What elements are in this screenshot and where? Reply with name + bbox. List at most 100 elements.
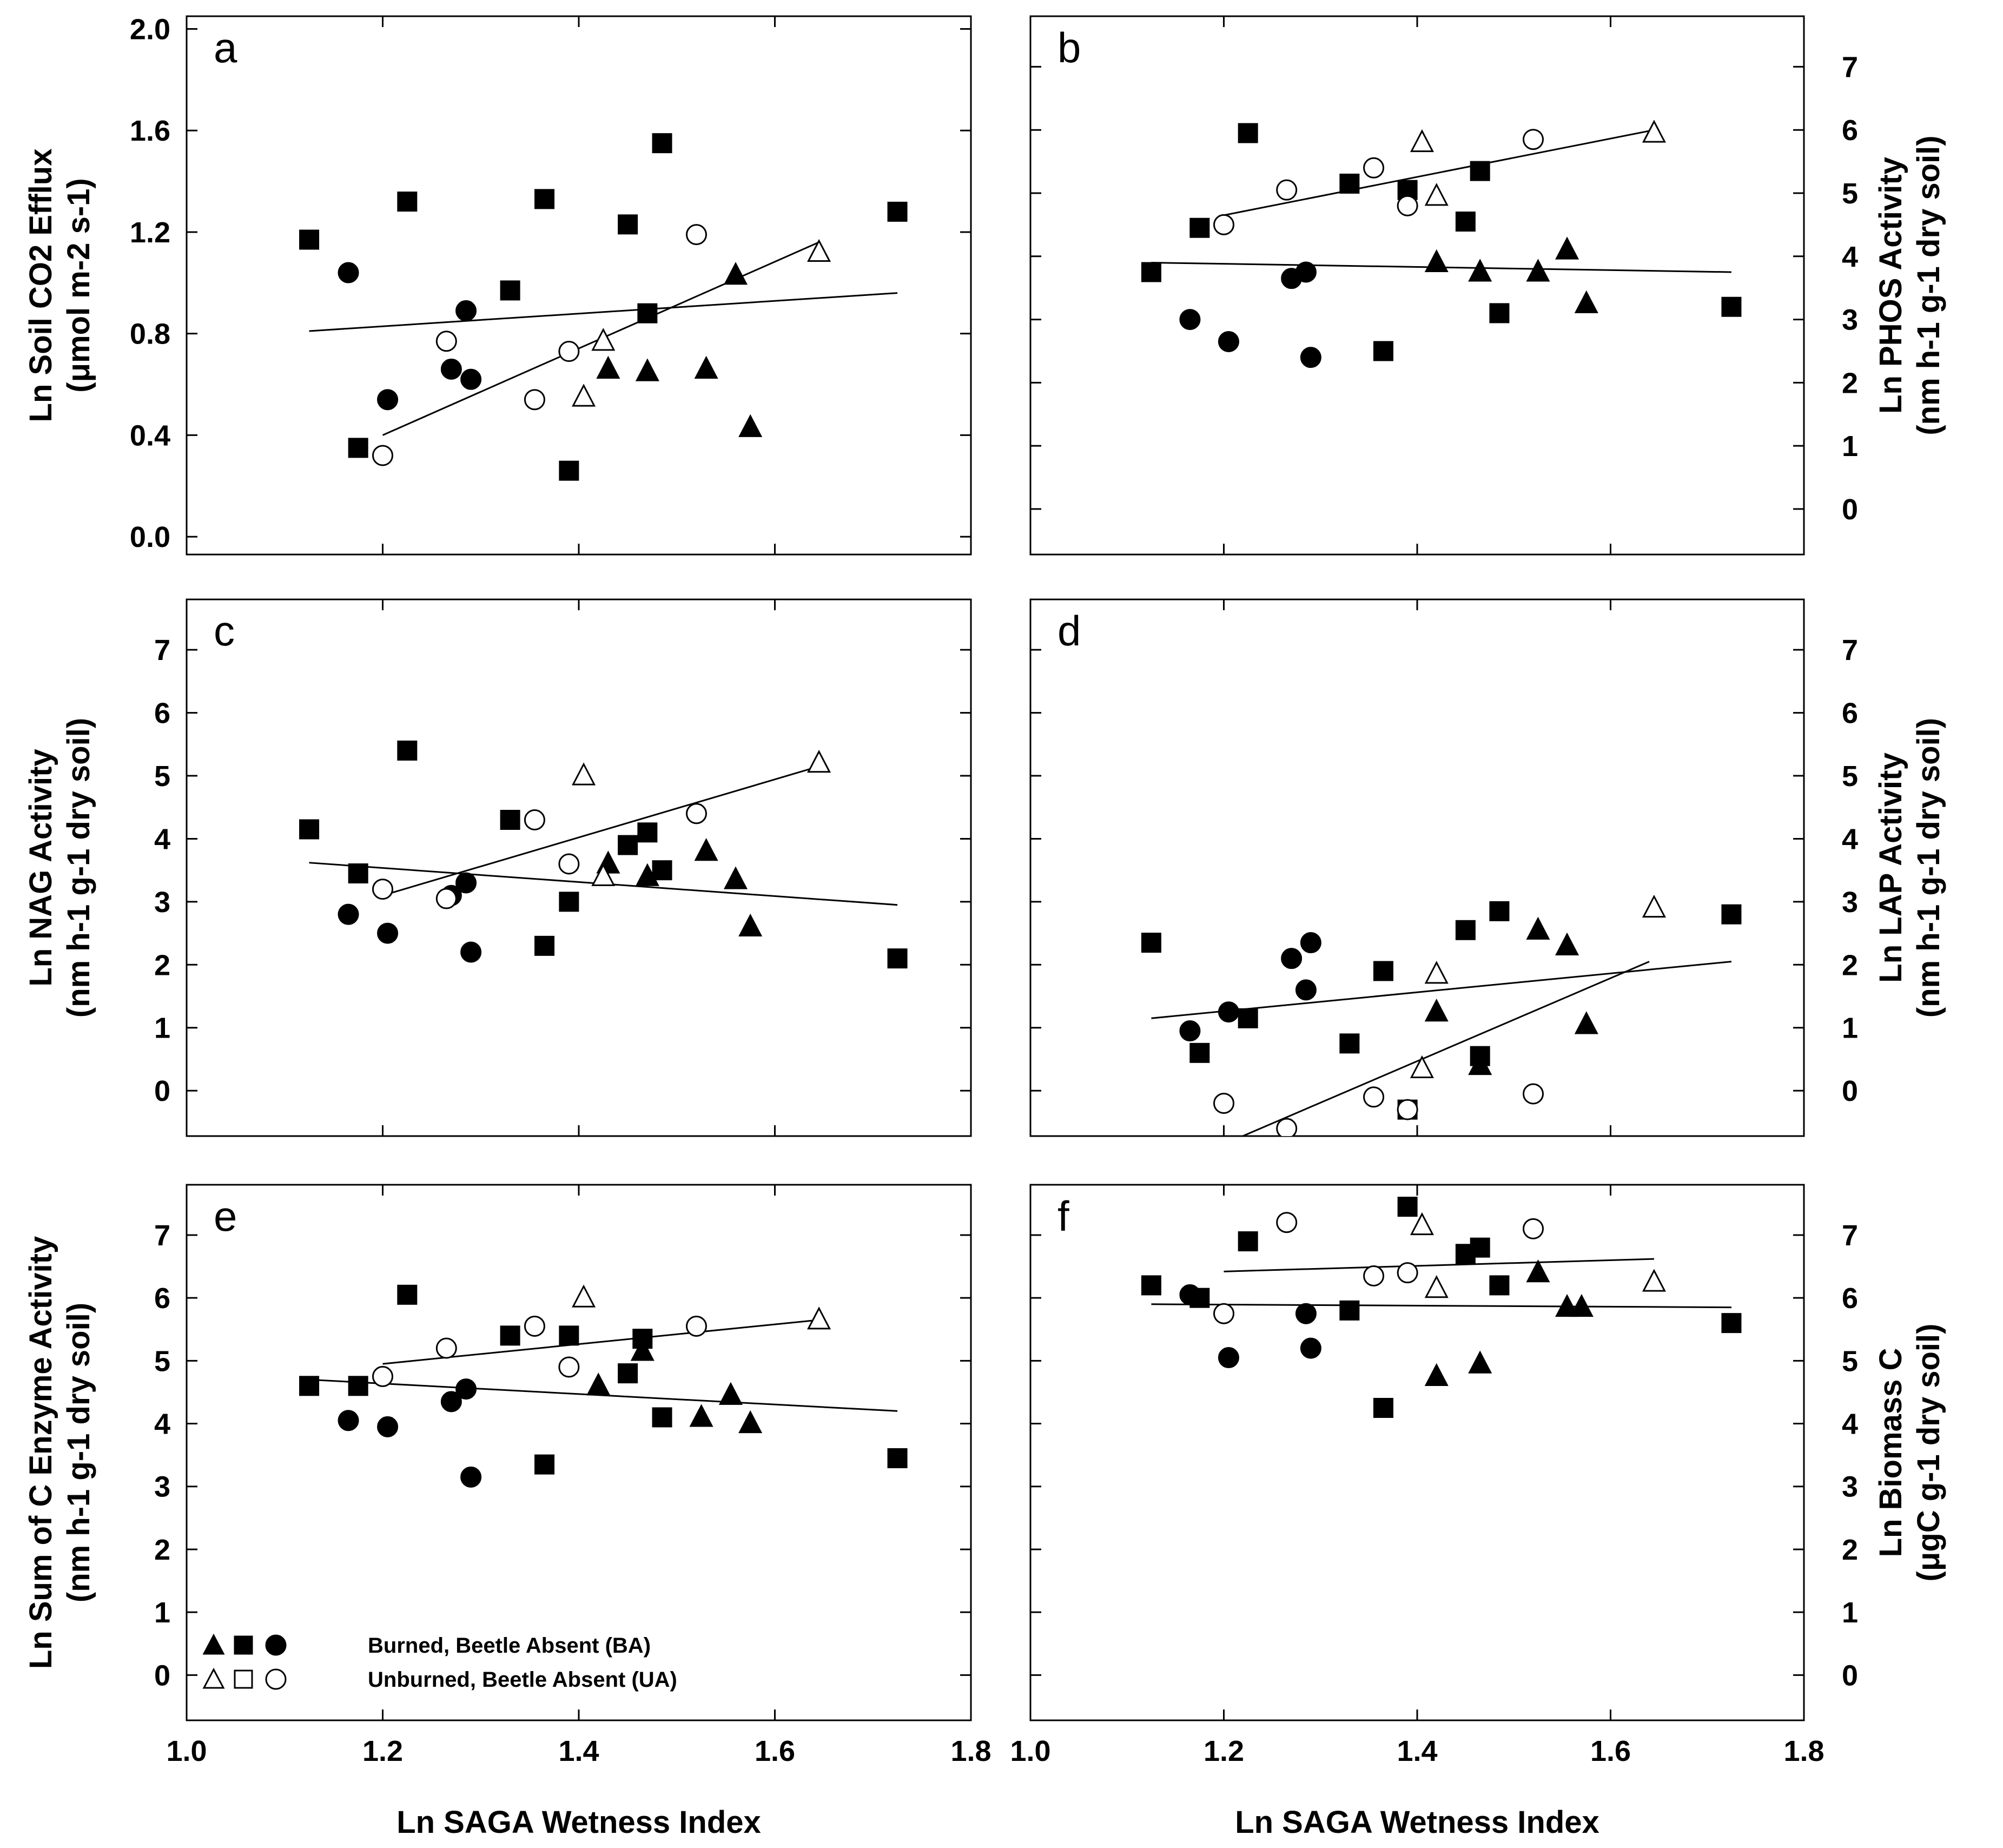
y-tick-label: 3 xyxy=(154,1471,170,1503)
data-point-triangle xyxy=(1424,249,1449,273)
data-point-triangle xyxy=(807,1306,831,1330)
data-point-circle xyxy=(1179,1284,1201,1305)
data-point-square xyxy=(887,948,908,969)
y-tick-label: 2.0 xyxy=(130,13,170,45)
y-tick-label: 6 xyxy=(1842,1282,1858,1315)
data-point-square xyxy=(1470,1237,1490,1258)
y-axis-title-line: Ln Soil CO2 Efflux xyxy=(23,149,58,423)
y-axis-title-line: (μmol m-2 s-1) xyxy=(61,178,96,392)
y-tick-label: 7 xyxy=(1842,51,1858,83)
data-point-square xyxy=(500,1325,520,1346)
data-point-triangle xyxy=(1574,290,1598,313)
data-point-circle xyxy=(1213,214,1234,235)
data-point-square xyxy=(397,1284,418,1305)
data-point-circle xyxy=(686,224,707,246)
data-point-triangle xyxy=(1569,1293,1594,1317)
y-tick-label: 1.6 xyxy=(130,115,170,147)
data-point-square xyxy=(1141,1275,1161,1296)
data-point-circle xyxy=(1523,1083,1544,1105)
data-point-circle xyxy=(377,389,399,411)
data-point-square xyxy=(1373,341,1393,361)
data-point-square xyxy=(299,1376,320,1396)
y-tick-label: 2 xyxy=(1842,949,1858,981)
data-point-circle xyxy=(372,1365,393,1387)
data-point-circle xyxy=(1300,347,1321,368)
legend-marker-square xyxy=(234,1669,253,1689)
y-tick-label: 3 xyxy=(1842,1471,1858,1503)
data-point-square xyxy=(887,1448,908,1468)
data-point-circle xyxy=(1218,1347,1239,1369)
data-point-circle xyxy=(558,341,580,362)
y-tick-label: 7 xyxy=(154,634,170,666)
x-tick-label: 1.8 xyxy=(1783,1735,1824,1767)
x-axis-title: Ln SAGA Wetness Index xyxy=(1235,1805,1599,1840)
data-point-square xyxy=(618,1363,638,1384)
fit-line xyxy=(382,765,819,896)
data-point-square xyxy=(887,201,908,222)
data-point-triangle xyxy=(723,262,748,285)
x-tick-label: 1.2 xyxy=(1204,1735,1244,1767)
panel-letter: e xyxy=(214,1192,237,1240)
data-point-triangle xyxy=(1526,259,1550,282)
data-point-triangle xyxy=(1424,1363,1449,1386)
data-point-circle xyxy=(460,1466,482,1488)
data-point-triangle xyxy=(1555,932,1579,955)
data-point-circle xyxy=(686,1315,707,1337)
data-point-square xyxy=(618,214,638,235)
data-point-square xyxy=(299,229,320,250)
y-tick-label: 4 xyxy=(154,823,170,855)
data-point-circle xyxy=(1300,1337,1321,1359)
y-tick-label: 7 xyxy=(1842,1219,1858,1252)
data-point-circle xyxy=(372,879,393,900)
y-tick-label: 4 xyxy=(154,1408,170,1441)
panel-c: c 0 1 2 3 4 5 6 7 Ln NAG Activity (nm h-1 g-1 dry … xyxy=(23,598,972,1137)
data-point-circle xyxy=(460,941,482,963)
data-point-triangle xyxy=(1555,236,1579,260)
panel-letter: f xyxy=(1057,1192,1069,1240)
data-point-square xyxy=(1373,1398,1393,1418)
data-point-square xyxy=(652,133,672,154)
data-point-circle xyxy=(455,872,477,894)
data-point-triangle xyxy=(1468,1350,1492,1374)
y-tick-label: 6 xyxy=(154,697,170,730)
data-point-square xyxy=(1141,933,1161,953)
data-point-square xyxy=(348,438,368,458)
y-tick-label: 6 xyxy=(154,1282,170,1315)
panel-d: d 0 1 2 3 4 5 6 7 Ln LAP Activity (nm h-1 g-1 dry … xyxy=(1029,598,1946,1137)
data-point-circle xyxy=(1213,1092,1234,1114)
data-point-triangle xyxy=(738,913,763,937)
data-point-triangle xyxy=(596,355,620,379)
x-tick-label: 1.4 xyxy=(558,1735,599,1767)
data-point-square xyxy=(397,740,418,761)
y-tick-label: 2 xyxy=(154,949,170,981)
data-point-circle xyxy=(338,262,359,283)
y-tick-label: 0 xyxy=(1842,1659,1858,1692)
data-point-square xyxy=(652,1407,672,1428)
data-point-square xyxy=(1470,161,1490,181)
data-point-square xyxy=(559,460,579,481)
data-point-square xyxy=(348,1376,368,1396)
data-point-triangle xyxy=(1424,183,1449,206)
data-point-triangle xyxy=(1642,120,1666,143)
y-tick-label: 7 xyxy=(154,1219,170,1252)
data-point-square xyxy=(1489,303,1510,324)
legend-marker-circle xyxy=(265,1668,287,1690)
y-tick-label: 1 xyxy=(1842,430,1858,463)
data-point-square xyxy=(1470,1046,1490,1066)
data-point-square xyxy=(1189,1042,1210,1063)
y-tick-label: 3 xyxy=(1842,886,1858,919)
data-point-square xyxy=(1238,1008,1258,1028)
data-point-circle xyxy=(524,389,545,411)
data-point-square xyxy=(637,303,658,324)
x-tick-label: 1.0 xyxy=(1010,1735,1050,1767)
y-tick-label: 6 xyxy=(1842,114,1858,147)
panel-letter: b xyxy=(1057,24,1081,71)
fit-line xyxy=(1224,1258,1654,1272)
data-point-circle xyxy=(440,358,462,380)
data-point-square xyxy=(618,835,638,855)
data-point-circle xyxy=(435,331,457,352)
y-tick-label: 0 xyxy=(154,1075,170,1107)
fit-line xyxy=(382,1319,819,1365)
data-point-circle xyxy=(1276,1118,1298,1136)
data-point-circle xyxy=(558,1356,580,1378)
